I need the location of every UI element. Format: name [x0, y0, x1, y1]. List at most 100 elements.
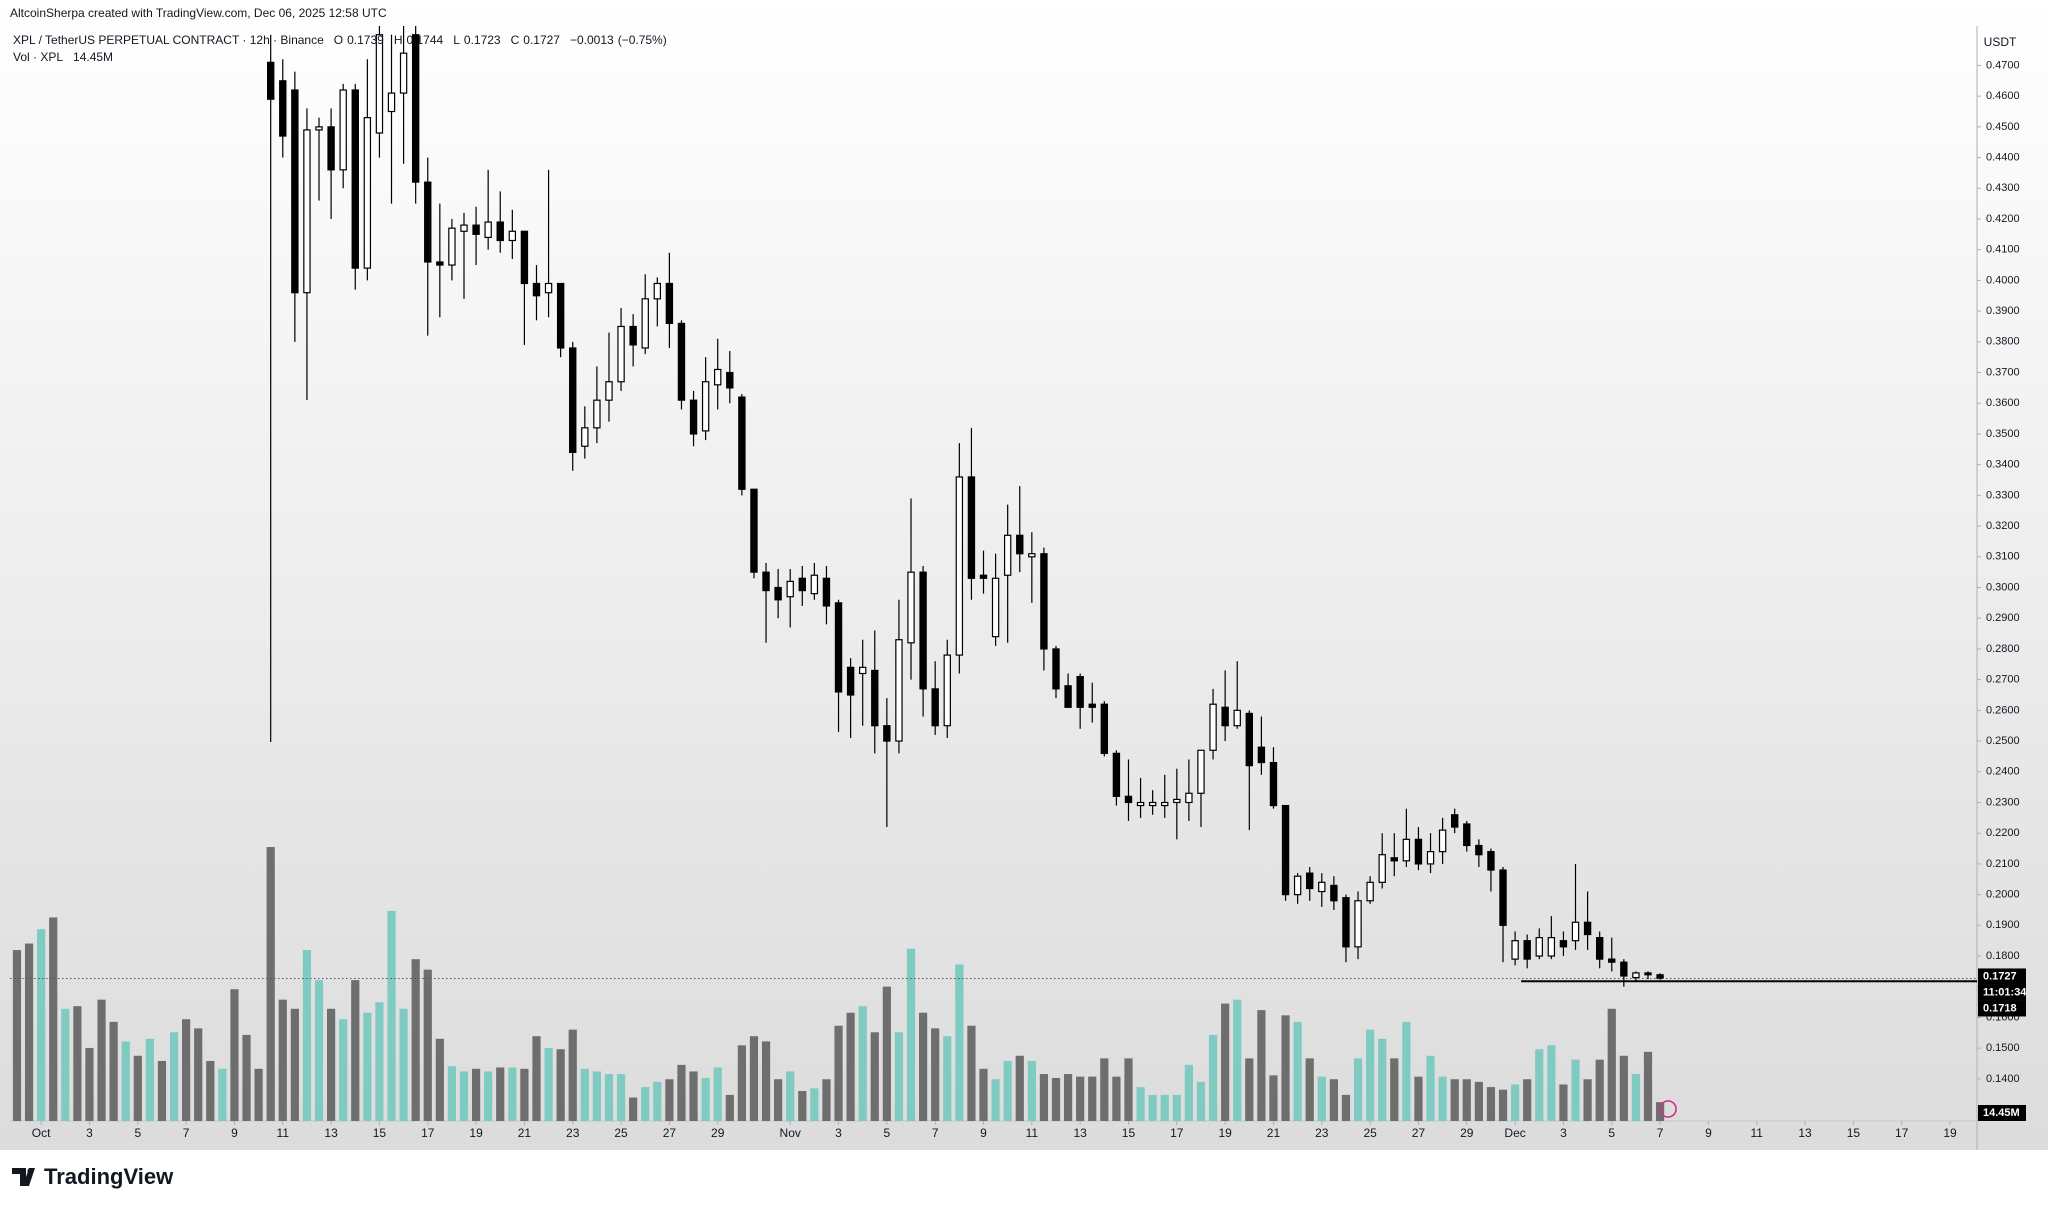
volume-bar: [568, 1029, 577, 1121]
candle-body: [279, 80, 287, 137]
volume-bar: [532, 1036, 541, 1121]
y-tick-label: 0.4300: [1986, 182, 2020, 194]
candle-body: [1016, 534, 1024, 555]
x-tick-label: 27: [1412, 1126, 1426, 1140]
x-tick-label: 3: [835, 1126, 842, 1140]
candle-body: [544, 282, 553, 294]
volume-bar: [1583, 1079, 1592, 1121]
x-tick-label: 5: [134, 1126, 141, 1140]
x-tick-label: 23: [566, 1126, 580, 1140]
volume-bar: [592, 1071, 601, 1121]
countdown-badge: 11:01:34: [1983, 986, 2027, 998]
candle-body: [411, 34, 420, 183]
candle-body: [991, 577, 1000, 638]
volume-bar: [49, 917, 58, 1121]
level-badge: 0.1718: [1983, 1002, 2017, 1014]
volume-bar: [1462, 1079, 1471, 1121]
volume-bar: [1027, 1060, 1036, 1121]
candle-body: [1161, 801, 1169, 807]
plot-area: [10, 26, 1977, 1121]
candle-body: [931, 688, 939, 727]
volume-bar: [1233, 999, 1242, 1121]
volume-bar: [399, 1008, 408, 1121]
candle-body: [1064, 685, 1072, 708]
candle-body: [1076, 675, 1084, 708]
x-tick-label: 3: [1560, 1126, 1567, 1140]
volume-bar: [254, 1068, 263, 1121]
candle-body: [701, 381, 710, 432]
volume-bar: [677, 1064, 686, 1121]
y-tick-label: 0.3100: [1986, 551, 2020, 563]
y-tick-label: 0.2000: [1986, 889, 2020, 901]
candle-body: [1003, 534, 1012, 576]
candle-body: [484, 221, 492, 239]
volume-bar: [242, 1034, 251, 1121]
y-tick-label: 0.3500: [1986, 428, 2020, 440]
volume-bar: [979, 1068, 988, 1121]
volume-bar: [351, 980, 360, 1121]
logo-text: TradingView: [44, 1164, 174, 1189]
candle-body: [1245, 712, 1254, 767]
candle-body: [315, 126, 323, 131]
x-tick-label: 17: [421, 1126, 435, 1140]
x-tick-label: 11: [277, 1126, 290, 1140]
candle-body: [1463, 823, 1471, 847]
volume-bar: [1366, 1029, 1375, 1121]
y-tick-label: 0.2200: [1986, 827, 2020, 839]
x-tick-label: 9: [231, 1126, 238, 1140]
volume-bar: [145, 1038, 154, 1121]
candle-body: [327, 126, 335, 171]
volume-bar: [1172, 1094, 1181, 1121]
x-tick-label: 19: [1943, 1126, 1957, 1140]
candle-body: [943, 654, 951, 727]
volume-bar: [61, 1008, 70, 1121]
candle-body: [1281, 804, 1290, 896]
candle-body: [1040, 553, 1048, 650]
volume-bar: [761, 1041, 771, 1121]
x-tick-label: 13: [324, 1126, 338, 1140]
volume-bar: [169, 1032, 179, 1121]
volume-bar: [1015, 1055, 1024, 1121]
volume-bar: [278, 999, 287, 1121]
candle-body: [1511, 940, 1519, 960]
candle-body: [1366, 881, 1374, 902]
candle-body: [1088, 703, 1096, 708]
countdown-badge-bg: [1978, 984, 2026, 1001]
volume-bar: [967, 1025, 976, 1121]
volume-bar: [1003, 1060, 1012, 1121]
candle-body: [1197, 749, 1205, 794]
volume-bar: [12, 950, 22, 1121]
x-tick-label: 7: [1657, 1126, 1664, 1140]
ohlc-letter: C: [510, 33, 520, 47]
symbol: XPL / TetherUS PERPETUAL CONTRACT · 12h …: [13, 33, 324, 47]
volume-bar: [544, 1047, 553, 1121]
y-tick-label: 0.3200: [1986, 520, 2020, 532]
candle-body: [569, 347, 577, 453]
candle-body: [1342, 897, 1350, 948]
volume-bar: [1088, 1076, 1097, 1121]
candle-body: [907, 571, 915, 644]
volume-bar: [1257, 1010, 1266, 1121]
volume-bar: [955, 964, 964, 1121]
volume-bar: [1619, 1055, 1628, 1121]
candle-body: [339, 89, 347, 171]
candle-body: [1583, 921, 1592, 936]
y-tick-label: 0.3300: [1986, 489, 2020, 501]
volume-bar: [1607, 1008, 1616, 1121]
y-tick-label: 0.1800: [1986, 950, 2020, 962]
candle-body: [979, 574, 988, 579]
volume-bar: [580, 1068, 589, 1121]
volume-legend: Vol · XPL 14.45M: [13, 50, 113, 64]
candle-body: [581, 427, 589, 447]
volume-bar: [1511, 1084, 1520, 1121]
volume-bar: [1474, 1081, 1483, 1121]
x-tick-label: 11: [1751, 1126, 1764, 1140]
x-tick-label: 17: [1895, 1126, 1909, 1140]
volume-bar: [1100, 1058, 1109, 1121]
volume-bar: [484, 1071, 493, 1121]
candle-body: [1257, 746, 1266, 764]
candle-body: [1233, 709, 1241, 727]
change: −0.0013: [569, 33, 614, 47]
volume-bar: [604, 1074, 614, 1121]
volume-bar: [1245, 1058, 1254, 1121]
